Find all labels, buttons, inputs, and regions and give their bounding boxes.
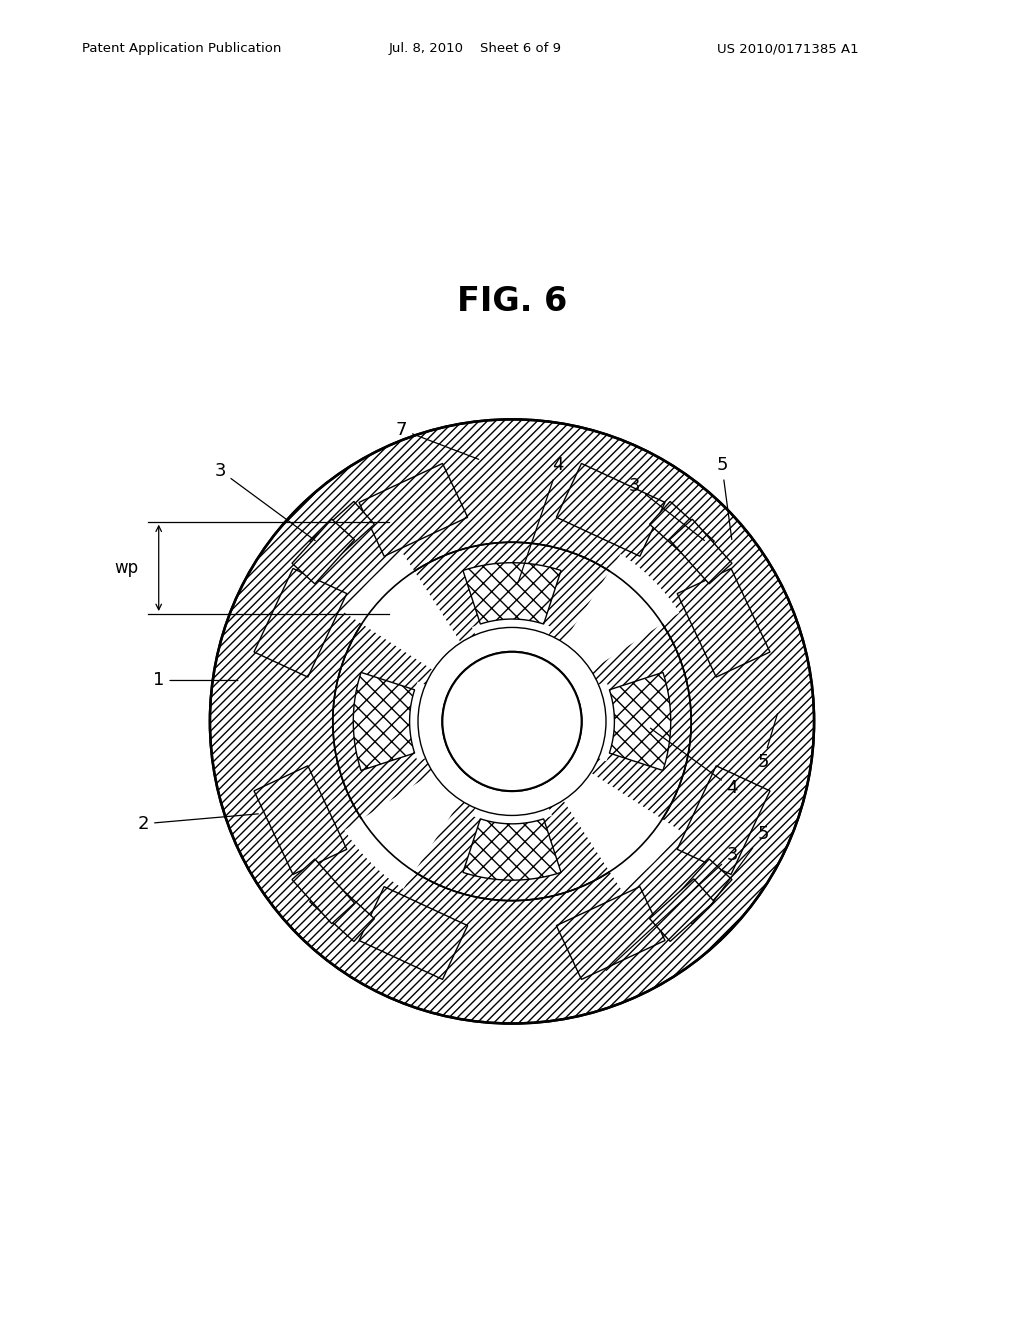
Circle shape <box>442 652 582 791</box>
Circle shape <box>442 652 582 791</box>
Text: 5: 5 <box>716 457 732 540</box>
Text: Patent Application Publication: Patent Application Publication <box>82 42 282 55</box>
Text: FIG. 6: FIG. 6 <box>457 285 567 318</box>
Polygon shape <box>309 502 375 564</box>
Polygon shape <box>344 772 461 888</box>
Text: 3: 3 <box>606 846 738 970</box>
Text: 4: 4 <box>518 457 564 582</box>
Text: Jul. 8, 2010    Sheet 6 of 9: Jul. 8, 2010 Sheet 6 of 9 <box>389 42 562 55</box>
Polygon shape <box>563 772 680 888</box>
Polygon shape <box>556 887 665 979</box>
Polygon shape <box>472 619 552 635</box>
Polygon shape <box>599 681 614 762</box>
Text: 5: 5 <box>757 714 777 771</box>
Polygon shape <box>353 672 415 771</box>
Polygon shape <box>463 818 561 880</box>
Polygon shape <box>359 463 468 556</box>
Polygon shape <box>609 672 671 771</box>
Text: US 2010/0171385 A1: US 2010/0171385 A1 <box>717 42 858 55</box>
Text: 1: 1 <box>153 672 238 689</box>
Polygon shape <box>677 569 770 677</box>
Text: 3: 3 <box>214 462 315 541</box>
Polygon shape <box>254 569 347 677</box>
Circle shape <box>333 543 691 900</box>
Polygon shape <box>344 554 461 671</box>
Polygon shape <box>410 681 425 762</box>
Polygon shape <box>472 808 552 824</box>
Text: 4: 4 <box>650 729 738 797</box>
Circle shape <box>333 543 691 900</box>
Polygon shape <box>292 859 354 924</box>
Polygon shape <box>649 879 715 941</box>
Polygon shape <box>463 562 561 624</box>
Circle shape <box>418 627 606 816</box>
Text: 2: 2 <box>137 814 258 833</box>
Circle shape <box>210 420 814 1023</box>
Polygon shape <box>649 502 715 564</box>
Text: 3: 3 <box>629 477 705 540</box>
Polygon shape <box>677 766 770 874</box>
Polygon shape <box>563 554 680 671</box>
Polygon shape <box>670 519 732 583</box>
Polygon shape <box>254 766 347 874</box>
Text: wp: wp <box>114 558 138 577</box>
Polygon shape <box>309 879 375 941</box>
Polygon shape <box>670 859 732 924</box>
Polygon shape <box>556 463 665 556</box>
Polygon shape <box>359 887 468 979</box>
Polygon shape <box>292 519 354 583</box>
Text: 5: 5 <box>709 825 769 908</box>
Text: 7: 7 <box>395 421 478 459</box>
